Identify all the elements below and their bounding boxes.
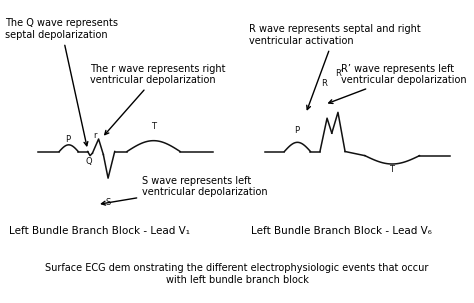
- Text: R wave represents septal and right
ventricular activation: R wave represents septal and right ventr…: [249, 24, 420, 110]
- Text: r: r: [93, 131, 97, 140]
- Text: S: S: [105, 198, 111, 207]
- Text: R': R': [335, 69, 344, 78]
- Text: Left Bundle Branch Block - Lead V₁: Left Bundle Branch Block - Lead V₁: [9, 226, 191, 236]
- Text: P: P: [294, 126, 299, 135]
- Text: Q: Q: [85, 157, 92, 166]
- Text: T: T: [390, 165, 394, 174]
- Text: S wave represents left
ventricular depolarization: S wave represents left ventricular depol…: [101, 176, 268, 205]
- Text: The r wave represents right
ventricular depolarization: The r wave represents right ventricular …: [90, 64, 226, 135]
- Text: The Q wave represents
septal depolarization: The Q wave represents septal depolarizat…: [5, 18, 118, 146]
- Text: Surface ECG dem onstrating the different electrophysiologic events that occur
wi: Surface ECG dem onstrating the different…: [46, 263, 428, 285]
- Text: R’ wave represents left
ventricular depolarization: R’ wave represents left ventricular depo…: [329, 64, 467, 103]
- Text: Left Bundle Branch Block - Lead V₆: Left Bundle Branch Block - Lead V₆: [251, 226, 432, 236]
- Text: P: P: [65, 135, 70, 144]
- Text: T: T: [151, 122, 156, 131]
- Text: R: R: [321, 79, 327, 88]
